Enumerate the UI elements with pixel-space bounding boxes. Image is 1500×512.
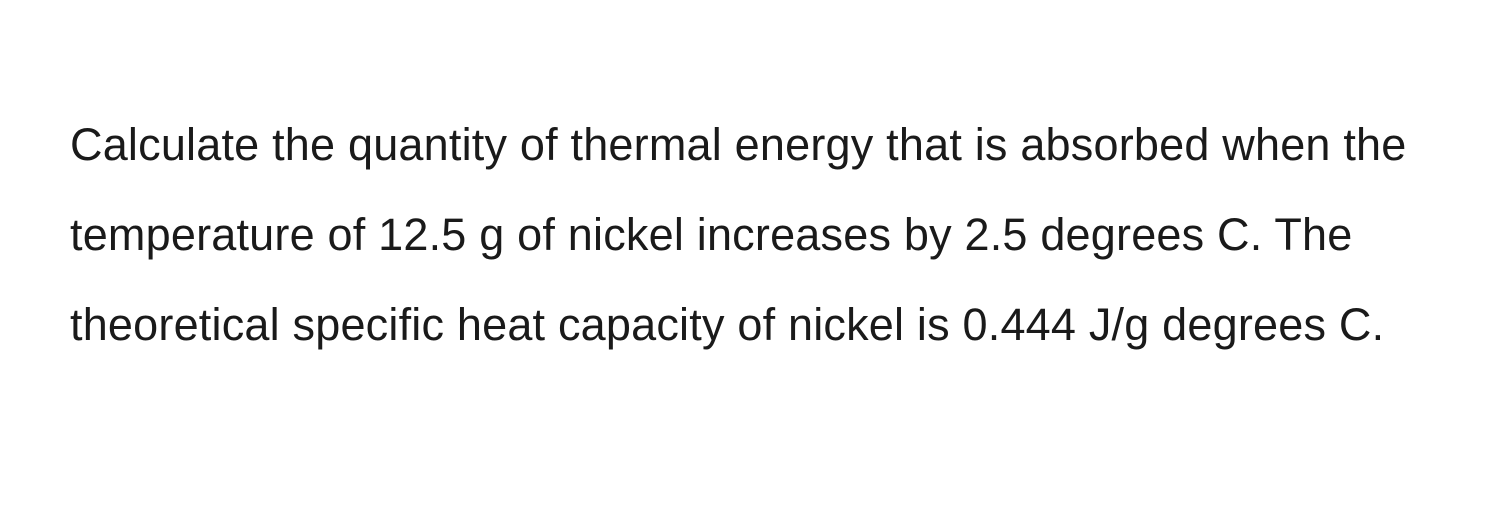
problem-text-container: Calculate the quantity of thermal energy… [0,0,1500,370]
problem-text: Calculate the quantity of thermal energy… [70,119,1407,350]
